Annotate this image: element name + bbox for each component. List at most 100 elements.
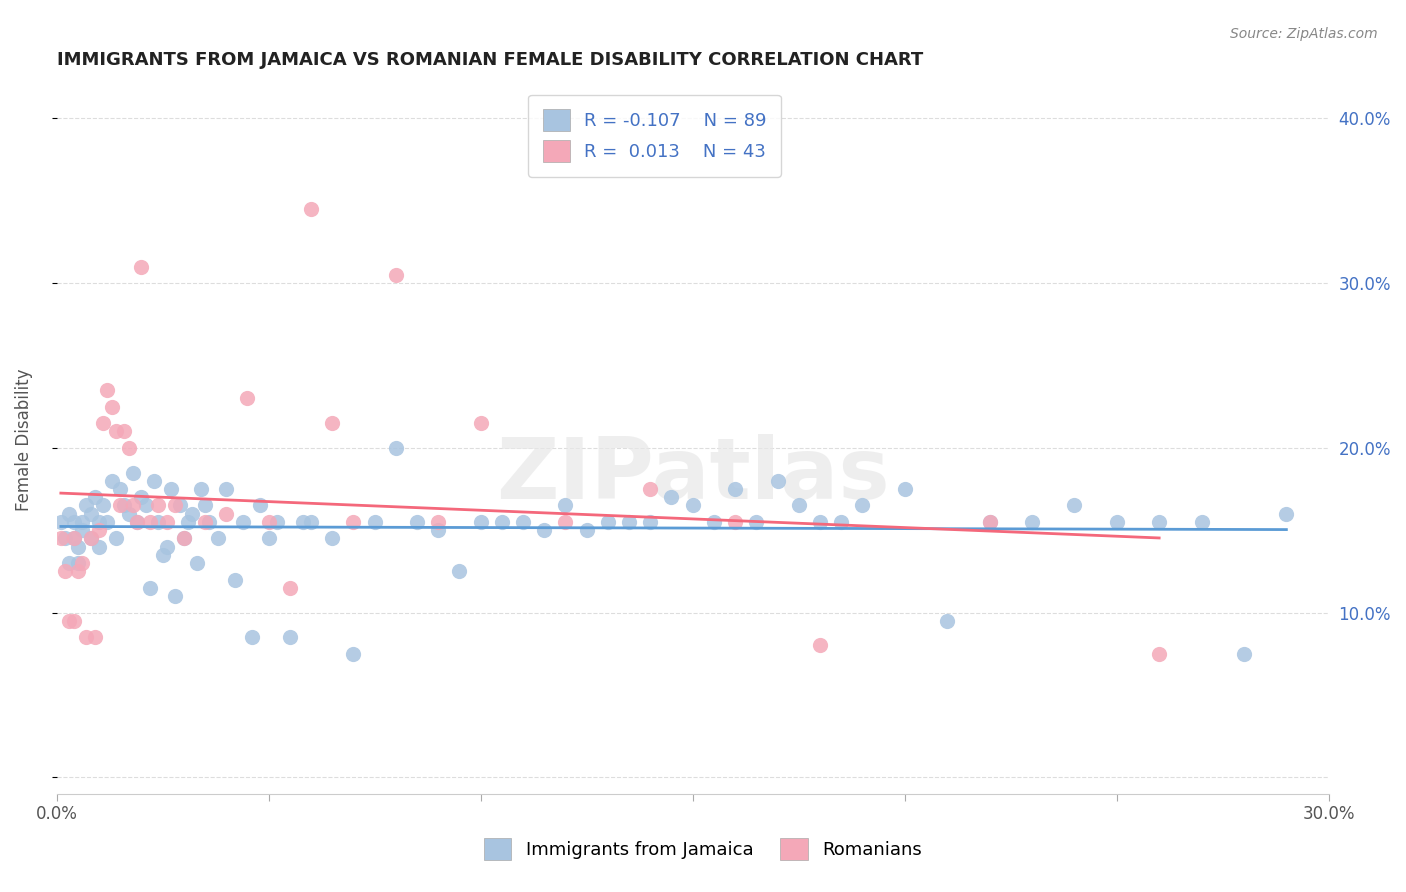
Point [240,630,263,644]
Point [190,482,212,496]
Text: ZIPatlas: ZIPatlas [496,434,890,516]
Point [104,532,127,546]
Point [766,474,789,488]
Point [127,515,149,529]
Point [299,515,322,529]
Point [406,515,429,529]
Point [194,515,217,529]
Point [96,383,118,397]
Point [139,581,162,595]
Point [554,515,576,529]
Point [152,548,174,562]
Point [291,515,314,529]
Point [1191,515,1213,529]
Point [278,630,301,644]
Point [114,425,136,439]
Point [104,425,127,439]
Point [724,515,747,529]
Point [198,515,221,529]
Point [554,499,576,513]
Point [249,499,271,513]
Point [87,523,110,537]
Point [491,515,513,529]
Point [148,515,170,529]
Point [232,515,254,529]
Point [215,507,238,521]
Point [596,515,619,529]
Point [53,565,76,579]
Point [385,441,408,455]
Y-axis label: Female Disability: Female Disability [15,368,32,511]
Point [207,532,229,546]
Point [58,556,80,570]
Point [156,540,179,554]
Point [114,499,136,513]
Point [640,515,662,529]
Point [122,466,145,480]
Point [131,260,153,274]
Point [808,639,831,653]
Legend: R = -0.107    N = 89, R =  0.013    N = 43: R = -0.107 N = 89, R = 0.013 N = 43 [529,95,780,177]
Point [427,515,450,529]
Point [533,523,555,537]
Point [1147,647,1170,661]
Point [62,614,84,628]
Point [118,507,141,521]
Point [257,532,280,546]
Point [156,515,179,529]
Point [96,515,118,529]
Point [110,499,132,513]
Point [58,507,80,521]
Point [617,515,640,529]
Point [1147,515,1170,529]
Point [122,499,145,513]
Point [79,532,101,546]
Point [1021,515,1043,529]
Point [91,499,114,513]
Point [131,490,153,504]
Point [100,400,122,414]
Point [979,515,1001,529]
Point [165,589,187,603]
Point [62,515,84,529]
Point [79,507,101,521]
Point [342,515,364,529]
Point [148,499,170,513]
Point [893,482,915,496]
Point [808,515,831,529]
Point [321,416,343,430]
Point [470,416,492,430]
Point [321,532,343,546]
Point [936,614,959,628]
Point [1063,499,1085,513]
Point [91,416,114,430]
Point [139,515,162,529]
Point [215,482,238,496]
Point [127,515,149,529]
Point [79,532,101,546]
Point [830,515,852,529]
Text: IMMIGRANTS FROM JAMAICA VS ROMANIAN FEMALE DISABILITY CORRELATION CHART: IMMIGRANTS FROM JAMAICA VS ROMANIAN FEMA… [56,51,922,69]
Point [224,573,246,587]
Point [173,532,195,546]
Point [87,515,110,529]
Point [979,515,1001,529]
Point [83,490,105,504]
Point [661,490,683,504]
Point [177,515,200,529]
Point [143,474,166,488]
Point [640,482,662,496]
Point [745,515,768,529]
Point [470,515,492,529]
Point [266,515,288,529]
Point [135,499,157,513]
Point [512,515,534,529]
Point [49,532,72,546]
Point [66,556,89,570]
Point [385,268,408,282]
Point [575,523,598,537]
Point [53,532,76,546]
Point [787,499,810,513]
Point [160,482,183,496]
Point [66,565,89,579]
